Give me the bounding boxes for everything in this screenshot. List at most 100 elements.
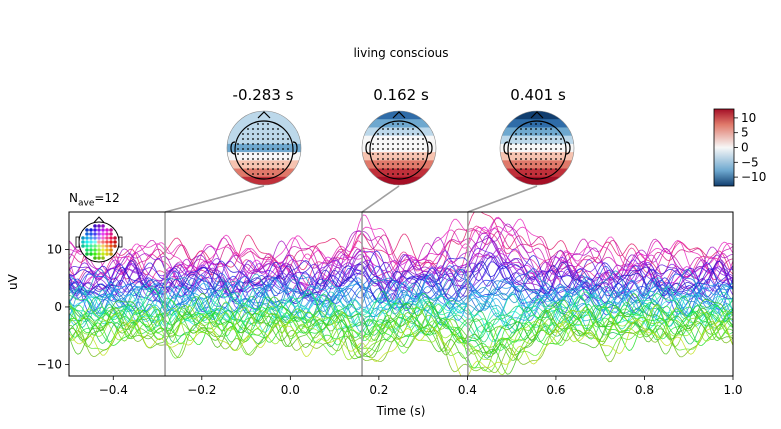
nave-value: =12 <box>94 191 120 205</box>
topomap-sensor <box>287 153 289 155</box>
topomap-sensor <box>555 163 557 165</box>
topomap-ear-right <box>292 141 298 155</box>
topomap-sensor <box>252 168 254 170</box>
topomap-sensor <box>535 153 537 155</box>
topomap-sensor <box>515 143 517 145</box>
topomap-sensor <box>392 133 394 135</box>
legend-head-ear-right <box>118 236 123 248</box>
topomap-sensor <box>272 158 274 160</box>
topomap-sensor <box>377 148 379 150</box>
topomap-sensor <box>535 168 537 170</box>
topomap-sensor <box>257 168 259 170</box>
topomap-sensor <box>262 123 264 125</box>
topomap-sensor <box>277 133 279 135</box>
legend-sensor-dot <box>93 256 97 260</box>
y-tick-label: 0 <box>54 300 62 314</box>
topomap-sensor <box>387 143 389 145</box>
topomap-sensor <box>407 153 409 155</box>
topomap-sensor <box>417 138 419 140</box>
topomap-sensor <box>392 168 394 170</box>
topomap-sensor <box>540 123 542 125</box>
topomap-sensor <box>242 138 244 140</box>
topomap-sensor <box>257 138 259 140</box>
topomap-sensor <box>407 133 409 135</box>
topomap-sensor <box>397 123 399 125</box>
topomap-sensor <box>402 173 404 175</box>
topomap-sensor <box>252 163 254 165</box>
legend-sensor-dot <box>89 244 93 248</box>
topomap-sensor <box>392 153 394 155</box>
colorbar-tick-label: 5 <box>741 126 749 140</box>
topomap-sensor <box>262 143 264 145</box>
colorbar-gradient <box>713 108 735 187</box>
topomap-sensor <box>237 143 239 145</box>
topomap-sensor <box>392 173 394 175</box>
topomap-band <box>227 111 301 120</box>
topomap-sensor <box>277 158 279 160</box>
channel-trace <box>69 274 733 317</box>
topomap-sensor <box>525 153 527 155</box>
channel-trace <box>69 308 733 369</box>
topomap-sensor <box>387 148 389 150</box>
topomap-sensor <box>402 128 404 130</box>
topomap-sensor <box>550 143 552 145</box>
topomap-sensor <box>377 143 379 145</box>
channel-trace <box>69 302 733 349</box>
topomap-sensor <box>407 128 409 130</box>
topomap-sensor <box>387 173 389 175</box>
topomap-sensor <box>267 148 269 150</box>
topomap-sensor <box>272 148 274 150</box>
topomap-sensor <box>550 168 552 170</box>
topomap-sensor <box>515 133 517 135</box>
topomap-edge <box>226 110 302 186</box>
topomap-sensor <box>267 133 269 135</box>
legend-sensor-dot <box>85 248 89 252</box>
topomap-sensor <box>242 148 244 150</box>
topomap-sensor <box>377 133 379 135</box>
topomap-sensor <box>417 163 419 165</box>
topomap-sensor <box>272 143 274 145</box>
topomap-sensor <box>242 158 244 160</box>
topomap-band <box>227 160 301 170</box>
topomap-sensor <box>525 133 527 135</box>
topomap-sensor <box>277 163 279 165</box>
topomap-sensor <box>282 133 284 135</box>
topomap-band <box>362 111 436 120</box>
topomap-sensor <box>412 168 414 170</box>
topomap-sensor <box>242 163 244 165</box>
topomap-sensor <box>382 158 384 160</box>
topomap-sensor <box>560 143 562 145</box>
topomap-sensor <box>545 128 547 130</box>
topomap-sensor <box>382 153 384 155</box>
topomap-sensor <box>382 133 384 135</box>
topomap-sensor <box>402 153 404 155</box>
topomap-band <box>500 143 574 153</box>
channel-trace <box>69 306 733 359</box>
channel-trace <box>69 225 733 292</box>
topomap-sensor <box>402 158 404 160</box>
topomap-sensor <box>515 153 517 155</box>
topomap-sensor <box>525 168 527 170</box>
topomap-sensor <box>525 163 527 165</box>
legend-sensor-dot <box>97 224 101 228</box>
legend-sensor-dot <box>89 248 93 252</box>
topomap-sensor <box>272 133 274 135</box>
topomap-sensor <box>525 143 527 145</box>
topomap-2 <box>361 110 437 186</box>
legend-sensor-dot <box>109 236 113 240</box>
topomap-sensor <box>272 128 274 130</box>
topomap-sensor <box>237 153 239 155</box>
topomap-sensor <box>422 153 424 155</box>
legend-sensor-dot <box>93 236 97 240</box>
topomap-sensor <box>247 133 249 135</box>
legend-sensor-dot <box>97 244 101 248</box>
x-tick-label: −0.4 <box>99 383 128 397</box>
legend-sensor-dot <box>93 252 97 256</box>
topomap-sensor <box>252 133 254 135</box>
topomap-sensor <box>560 153 562 155</box>
topomap-sensor <box>387 163 389 165</box>
topomap-sensor <box>257 128 259 130</box>
topomap-band <box>227 127 301 137</box>
topomap-sensor <box>555 168 557 170</box>
